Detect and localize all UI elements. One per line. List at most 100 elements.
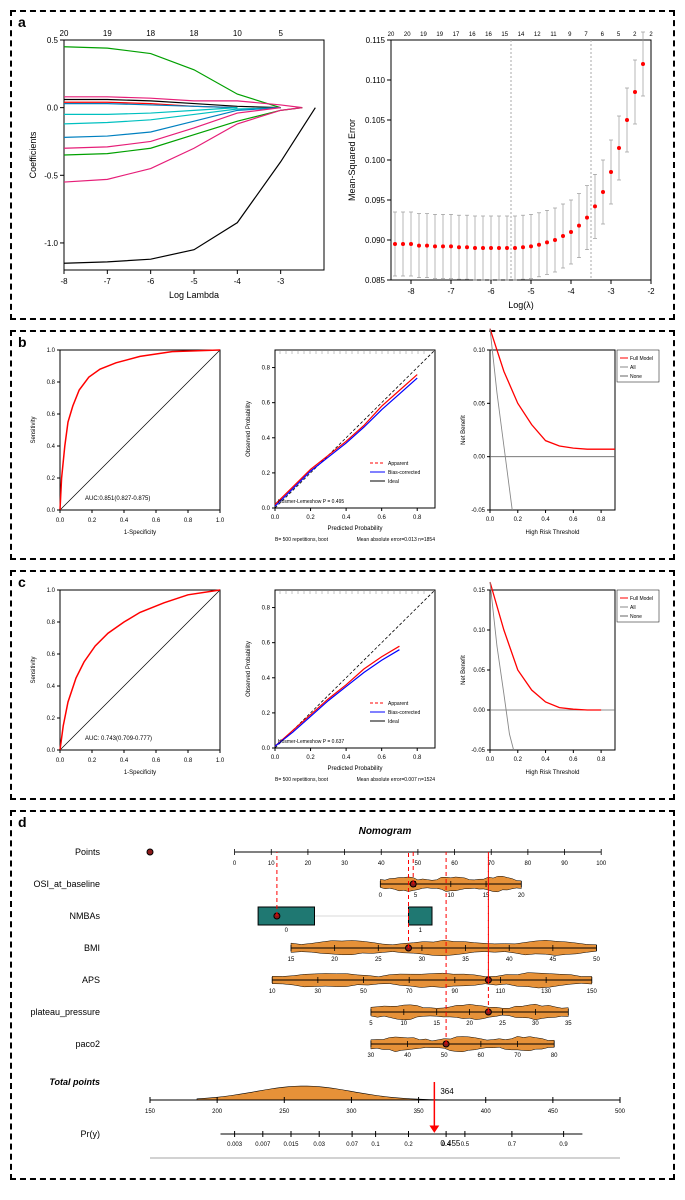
svg-text:70: 70 <box>514 1053 521 1059</box>
svg-text:450: 450 <box>548 1109 559 1115</box>
roc-chart-b: 0.00.00.20.20.40.40.60.60.80.81.01.01-Sp… <box>25 340 230 540</box>
svg-text:-5: -5 <box>190 277 198 286</box>
panel-b-label: b <box>18 334 27 350</box>
svg-text:70: 70 <box>488 861 495 867</box>
cv-error-chart: -8-7-6-5-4-3-20.0850.0900.0950.1000.1050… <box>341 20 661 310</box>
svg-text:0.8: 0.8 <box>413 755 422 761</box>
svg-text:NMBAs: NMBAs <box>69 911 100 921</box>
svg-text:0.6: 0.6 <box>569 757 578 763</box>
svg-text:80: 80 <box>525 861 532 867</box>
svg-text:AUC:0.851(0.827-0.875): AUC:0.851(0.827-0.875) <box>85 496 150 502</box>
svg-text:40: 40 <box>404 1053 411 1059</box>
svg-text:-0.05: -0.05 <box>471 508 485 514</box>
svg-text:Mean-Squared Error: Mean-Squared Error <box>347 119 357 201</box>
svg-text:Full Model: Full Model <box>630 596 653 602</box>
svg-text:0.8: 0.8 <box>597 757 606 763</box>
svg-text:16: 16 <box>485 32 492 38</box>
svg-text:20: 20 <box>59 29 68 38</box>
svg-text:0.4: 0.4 <box>262 676 271 682</box>
nomogram-chart: NomogramPoints0102030405060708090100OSI_… <box>20 820 660 1165</box>
svg-text:0.8: 0.8 <box>47 620 56 626</box>
svg-text:19: 19 <box>437 32 444 38</box>
svg-text:16: 16 <box>469 32 476 38</box>
calibration-chart-c: 0.00.00.20.20.40.40.60.60.80.8Predicted … <box>240 580 445 790</box>
svg-text:300: 300 <box>346 1109 357 1115</box>
svg-text:0: 0 <box>233 861 237 867</box>
svg-text:0.0: 0.0 <box>47 508 56 514</box>
svg-text:2: 2 <box>650 32 654 38</box>
svg-text:0.007: 0.007 <box>255 1142 271 1148</box>
svg-text:0.4: 0.4 <box>47 444 56 450</box>
svg-text:20: 20 <box>388 32 395 38</box>
svg-text:9: 9 <box>568 32 572 38</box>
svg-text:0.4: 0.4 <box>342 515 351 521</box>
svg-text:0.6: 0.6 <box>377 755 386 761</box>
svg-text:0.455: 0.455 <box>440 1139 461 1148</box>
svg-text:plateau_pressure: plateau_pressure <box>30 1007 100 1017</box>
svg-text:0.5: 0.5 <box>47 36 59 45</box>
svg-text:0.4: 0.4 <box>120 518 129 524</box>
svg-text:0.8: 0.8 <box>184 518 193 524</box>
svg-text:0.110: 0.110 <box>366 76 386 85</box>
svg-text:20: 20 <box>331 957 338 963</box>
svg-text:18: 18 <box>146 29 155 38</box>
svg-text:10: 10 <box>447 893 454 899</box>
svg-text:15: 15 <box>288 957 295 963</box>
svg-text:BMI: BMI <box>84 943 100 953</box>
svg-text:0.003: 0.003 <box>227 1142 243 1148</box>
svg-text:0.00: 0.00 <box>473 455 485 461</box>
svg-text:Full Model: Full Model <box>630 356 653 362</box>
svg-text:Apparent: Apparent <box>388 461 409 467</box>
svg-text:2: 2 <box>633 32 637 38</box>
svg-text:200: 200 <box>212 1109 223 1115</box>
panel-a-label: a <box>18 14 26 30</box>
svg-text:0.0: 0.0 <box>486 517 495 523</box>
svg-text:12: 12 <box>534 32 541 38</box>
svg-text:High Risk Threshold: High Risk Threshold <box>526 770 580 776</box>
svg-text:90: 90 <box>451 989 458 995</box>
svg-text:150: 150 <box>145 1109 156 1115</box>
dca-chart-c: 0.00.20.40.60.8-0.050.000.050.100.15High… <box>455 580 660 780</box>
svg-text:20: 20 <box>518 893 525 899</box>
svg-text:0.6: 0.6 <box>152 518 161 524</box>
svg-text:6: 6 <box>601 32 605 38</box>
svg-text:Mean absolute error=0.007 n=15: Mean absolute error=0.007 n=1524 <box>357 777 436 783</box>
svg-text:0.4: 0.4 <box>541 517 550 523</box>
svg-text:Sensitivity: Sensitivity <box>31 656 37 683</box>
svg-text:0.2: 0.2 <box>514 517 523 523</box>
svg-text:0.4: 0.4 <box>342 755 351 761</box>
svg-text:15: 15 <box>433 1021 440 1027</box>
svg-text:-3: -3 <box>608 287 616 296</box>
svg-text:-5: -5 <box>528 287 536 296</box>
svg-text:0.8: 0.8 <box>262 606 271 612</box>
svg-text:250: 250 <box>279 1109 290 1115</box>
svg-text:0.7: 0.7 <box>508 1142 517 1148</box>
svg-text:0.2: 0.2 <box>306 515 315 521</box>
svg-text:0.8: 0.8 <box>262 366 271 372</box>
svg-text:None: None <box>630 374 642 380</box>
svg-text:5: 5 <box>414 893 418 899</box>
svg-text:0.05: 0.05 <box>473 668 485 674</box>
panel-c-label: c <box>18 574 26 590</box>
svg-text:10: 10 <box>400 1021 407 1027</box>
svg-text:-4: -4 <box>568 287 576 296</box>
svg-text:5: 5 <box>617 32 621 38</box>
svg-text:30: 30 <box>315 989 322 995</box>
svg-text:15: 15 <box>483 893 490 899</box>
svg-text:20: 20 <box>466 1021 473 1027</box>
svg-text:0.0: 0.0 <box>56 758 65 764</box>
svg-text:-2: -2 <box>648 287 656 296</box>
svg-text:40: 40 <box>378 861 385 867</box>
svg-text:-8: -8 <box>408 287 416 296</box>
svg-text:0.2: 0.2 <box>306 755 315 761</box>
svg-text:Nomogram: Nomogram <box>359 826 412 837</box>
svg-text:Points: Points <box>75 847 101 857</box>
svg-text:Observed Probability: Observed Probability <box>246 641 252 697</box>
svg-text:Hosmer-Lemeshow P = 0.637: Hosmer-Lemeshow P = 0.637 <box>278 739 344 745</box>
svg-text:0.0: 0.0 <box>47 748 56 754</box>
svg-text:Sensitivity: Sensitivity <box>31 416 37 443</box>
svg-text:30: 30 <box>419 957 426 963</box>
svg-text:0.4: 0.4 <box>120 758 129 764</box>
svg-text:Pr(y): Pr(y) <box>81 1129 101 1139</box>
svg-text:350: 350 <box>414 1109 425 1115</box>
